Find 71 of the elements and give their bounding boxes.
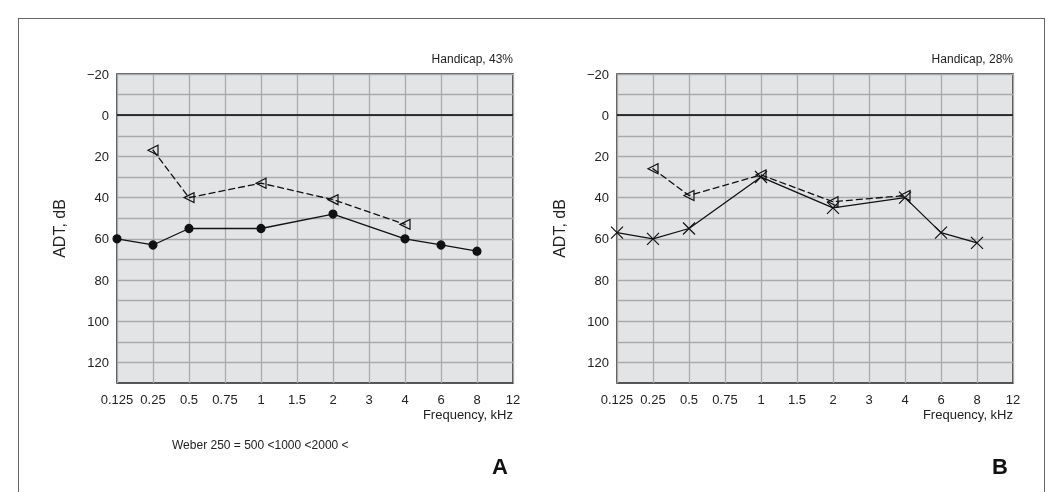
y-tick-label: 80: [94, 272, 109, 288]
y-tick-label: 120: [587, 354, 609, 370]
point: [646, 232, 660, 246]
point: [472, 246, 482, 256]
y-tick-label: 40: [594, 190, 609, 206]
x-tick-label: 4: [401, 392, 409, 407]
point: [184, 223, 194, 234]
y-tick-label: −20: [86, 66, 109, 82]
point: [827, 196, 839, 208]
point: [147, 144, 159, 156]
y-tick-label: 80: [594, 272, 609, 288]
point: [610, 226, 624, 240]
point: [400, 234, 410, 244]
point: [112, 234, 122, 244]
x-tick-label: 1.5: [787, 392, 807, 407]
x-tick-label: 0.5: [179, 392, 199, 407]
y-tick-label: 0: [601, 107, 609, 123]
x-tick-label: 8: [473, 392, 481, 407]
x-tick-label: 1: [757, 392, 765, 407]
y-tick-label: 60: [594, 231, 609, 247]
text: A: [492, 453, 509, 479]
x-tick-label: 2: [329, 392, 337, 407]
y-tick-label: −20: [586, 66, 609, 82]
text: Handicap, 28%: [931, 52, 1014, 66]
point: [683, 189, 695, 202]
x-tick-label: 2: [829, 392, 837, 407]
point: [647, 163, 659, 175]
y-tick-label: 60: [94, 231, 109, 247]
point: [183, 192, 195, 204]
y-tick-label: 40: [94, 190, 109, 206]
x-axis-title: Frequency, kHz: [422, 407, 514, 422]
y-tick-label: 100: [87, 313, 109, 329]
y-tick-label: 20: [594, 148, 609, 164]
x-tick-label: 4: [901, 392, 909, 407]
x-tick-label: 8: [973, 392, 981, 407]
point: [436, 240, 446, 250]
point: [970, 236, 984, 250]
x-tick-label: 1.5: [287, 392, 307, 407]
y-tick-label: 20: [94, 148, 109, 164]
x-tick-label: 6: [937, 392, 945, 407]
x-tick-label: 0.75: [212, 392, 238, 407]
x-tick-label: 3: [365, 392, 373, 407]
x-tick-label: 12: [1005, 392, 1021, 407]
y-tick-label: 100: [587, 313, 609, 329]
point: [826, 201, 840, 215]
x-axis-title: Frequency, kHz: [922, 407, 1014, 422]
point: [328, 209, 338, 219]
y-tick-label: 120: [87, 354, 109, 370]
point: [327, 194, 339, 206]
x-tick-label: 0.5: [679, 392, 699, 407]
point: [934, 226, 948, 240]
point: [682, 221, 696, 236]
x-tick-label: 0.75: [712, 392, 738, 407]
text: B: [992, 453, 1008, 479]
x-tick-label: 0.125: [100, 392, 134, 407]
x-tick-label: 6: [437, 392, 445, 407]
y-axis-title: ADT, dB: [550, 199, 568, 258]
text: Weber 250 = 500 <1000 <2000 <: [172, 438, 349, 452]
x-tick-label: 1: [257, 392, 265, 407]
point: [256, 223, 266, 234]
x-tick-label: 0.25: [640, 392, 666, 407]
point: [399, 218, 411, 230]
point: [255, 177, 267, 189]
y-tick-label: 0: [101, 107, 109, 123]
point: [148, 240, 158, 250]
y-axis-title: ADT, dB: [50, 199, 68, 258]
x-tick-label: 0.125: [600, 392, 634, 407]
x-tick-label: 3: [865, 392, 873, 407]
text: Handicap, 43%: [431, 52, 514, 66]
x-tick-label: 0.25: [140, 392, 166, 407]
x-tick-label: 12: [505, 392, 521, 407]
